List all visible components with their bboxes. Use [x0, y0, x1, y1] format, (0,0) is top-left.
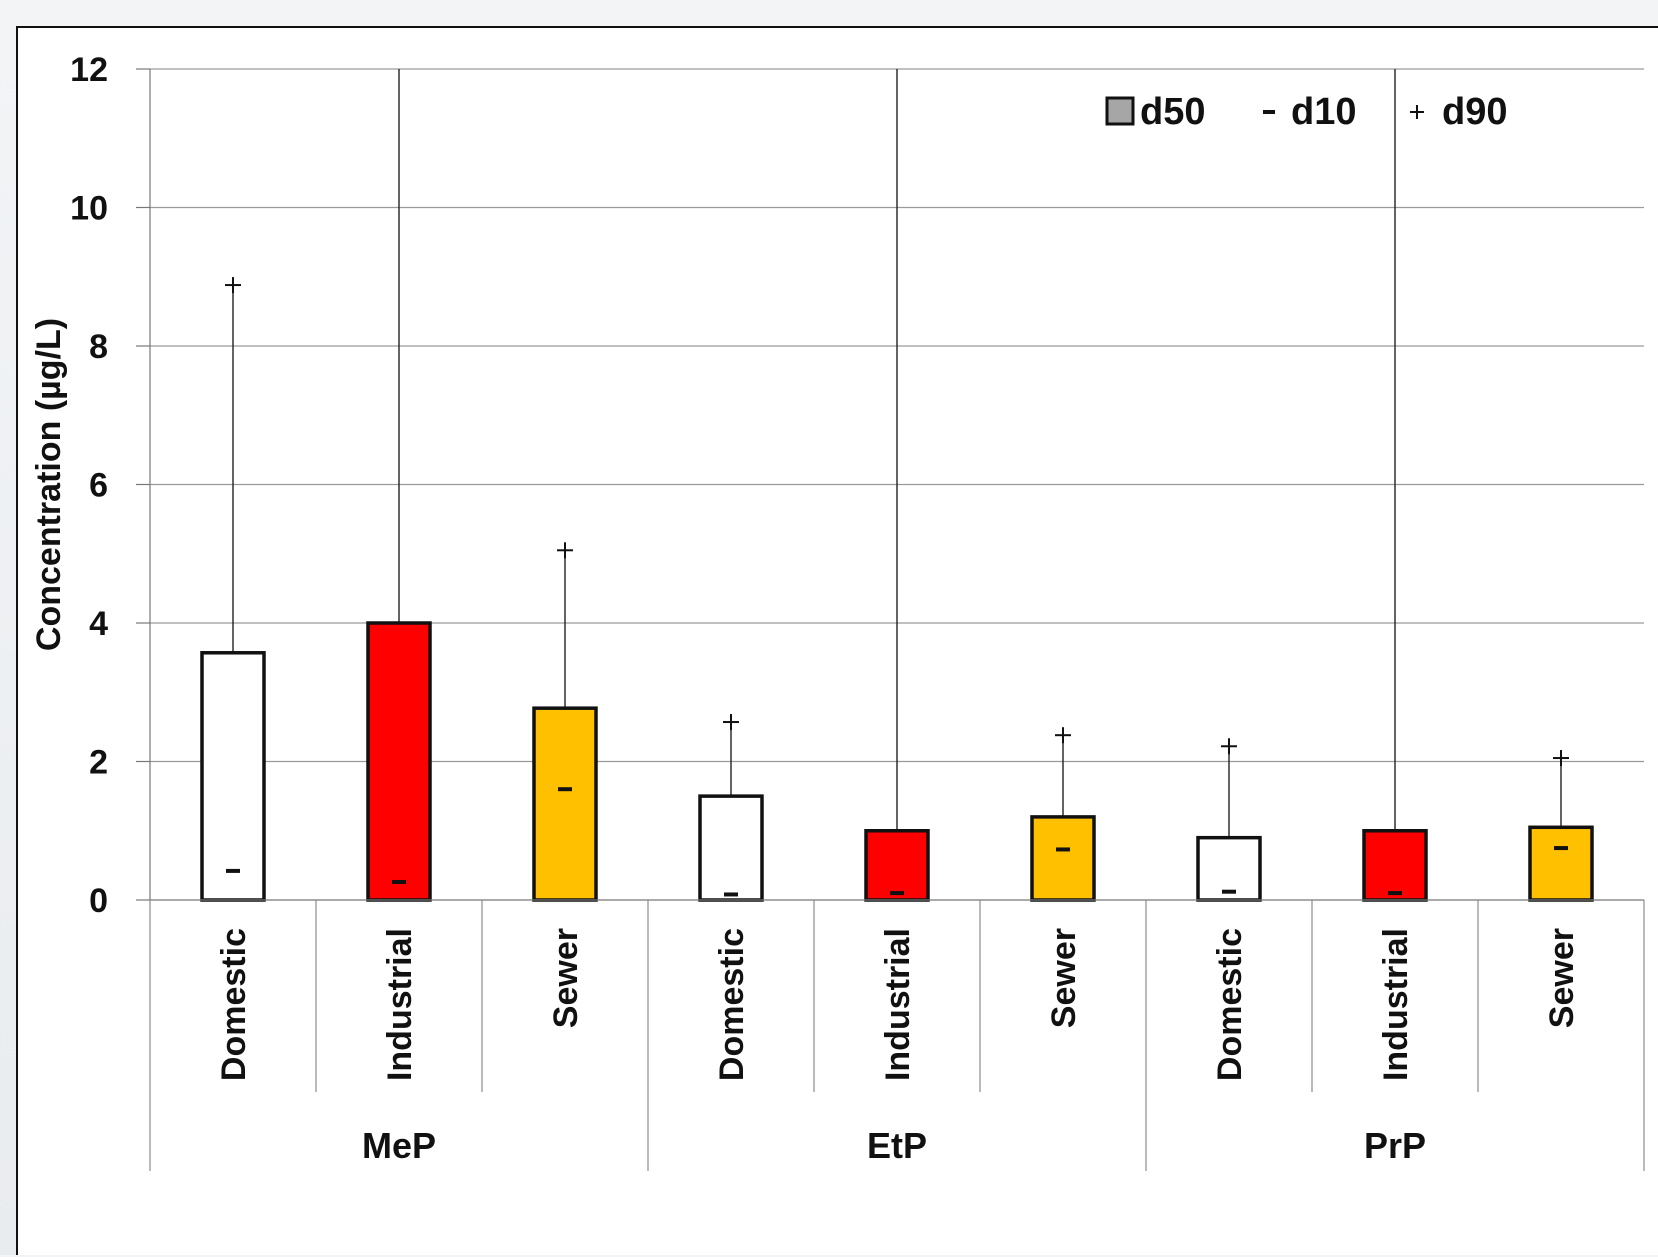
y-tick-label: 12	[70, 51, 108, 89]
legend-label-d90: d90	[1442, 91, 1507, 133]
category-label: Sewer	[1543, 928, 1581, 1028]
bar-d50	[1530, 827, 1592, 900]
bar-d50	[202, 653, 264, 900]
y-tick-label: 2	[89, 744, 108, 782]
group-label: MeP	[362, 1125, 436, 1166]
y-axis-title: Concentration (µg/L)	[30, 318, 68, 651]
bar-d50	[1032, 817, 1094, 900]
category-label: Domestic	[713, 928, 751, 1081]
group-label: PrP	[1364, 1125, 1426, 1166]
category-label: Sewer	[547, 928, 585, 1028]
category-label: Industrial	[879, 928, 917, 1081]
y-tick-label: 6	[89, 467, 108, 505]
category-label: Industrial	[1377, 928, 1415, 1081]
label-layer: 0 2 4 6 8 10 12 Concentration (µg/L) Domestic Ind…	[30, 51, 1581, 1166]
chart-svg: 0 2 4 6 8 10 12 Concentration (µg/L) Domestic Ind…	[18, 28, 1658, 1257]
bar-d50	[866, 831, 928, 900]
chart-frame: 0 2 4 6 8 10 12 Concentration (µg/L) Domestic Ind…	[16, 26, 1658, 1255]
bar-d50	[534, 708, 596, 900]
group-label: EtP	[867, 1125, 927, 1166]
bar-d50	[1364, 831, 1426, 900]
category-label: Sewer	[1045, 928, 1083, 1028]
bar-d50	[700, 796, 762, 900]
legend-label-d50: d50	[1140, 91, 1205, 133]
legend-layer: d50 d10 d90	[1107, 91, 1507, 133]
category-label: Industrial	[381, 928, 419, 1081]
legend-label-d10: d10	[1291, 91, 1356, 133]
y-tick-label: 10	[70, 190, 108, 228]
y-tick-label: 4	[89, 605, 108, 643]
bar-d50	[368, 623, 430, 900]
y-tick-label: 0	[89, 882, 108, 920]
category-label: Domestic	[1211, 928, 1249, 1081]
category-label: Domestic	[215, 928, 253, 1081]
y-tick-label: 8	[89, 328, 108, 366]
legend-marker-d50	[1107, 98, 1133, 124]
